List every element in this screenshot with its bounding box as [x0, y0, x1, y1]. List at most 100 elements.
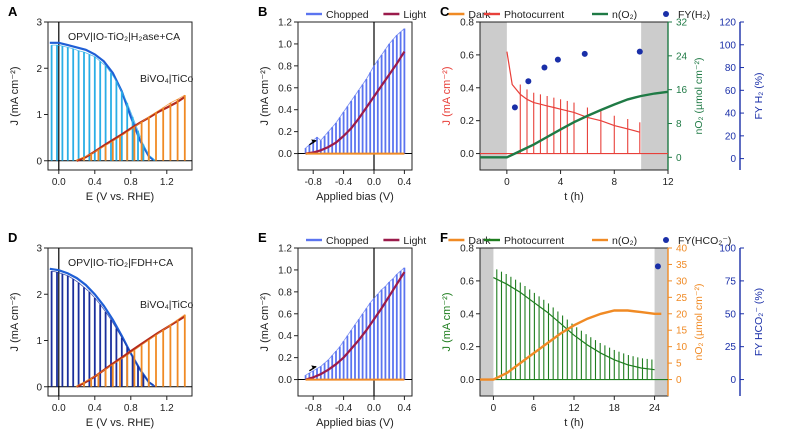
y-tick-label: 0.0	[460, 149, 474, 160]
x-tick-label: -0.4	[335, 177, 353, 188]
y-tick-label: 0	[36, 382, 42, 393]
x-tick-label: 0	[491, 403, 497, 414]
legend-label: Light	[403, 9, 426, 21]
y-axis-label: J (mA cm⁻²)	[259, 293, 271, 352]
legend-label: Light	[403, 235, 426, 247]
series-light	[305, 51, 406, 155]
x-tick-label: 0.0	[367, 403, 381, 414]
x-tick-label: 0	[504, 177, 510, 188]
x-tick-label: 0.0	[52, 177, 66, 188]
fy-point	[541, 64, 548, 71]
panel-label: C	[440, 4, 450, 19]
y-tick-label: 0.6	[460, 276, 474, 287]
series-bivo-tico-light-	[76, 95, 186, 162]
y3-tick-label: 20	[725, 131, 737, 142]
x-tick-label: -0.8	[305, 403, 323, 414]
x-axis-label: Applied bias (V)	[316, 417, 394, 429]
y3-tick-label: 100	[719, 244, 736, 255]
y-tick-label: 0.6	[278, 83, 292, 94]
legend-label: Photocurrent	[504, 235, 564, 247]
y-tick-label: 0.2	[278, 353, 292, 364]
series-photocurrent	[480, 51, 668, 155]
y3-tick-label: 60	[725, 86, 737, 97]
panel-D: 0.0 0.4 0.8 1.2 0 1 2 3 E (V vs. RHE) J (mA cm⁻²)…	[8, 230, 193, 429]
sweep-arrow-head	[311, 365, 317, 370]
y3-axis-label: FY H₂ (%)	[753, 72, 765, 119]
x-axis-label: E (V vs. RHE)	[86, 191, 154, 203]
y2-tick-label: 32	[676, 18, 688, 29]
chopped-envelope	[305, 28, 405, 149]
series-bivo-tico-chopped-	[75, 94, 186, 161]
x-axis-label: t (h)	[564, 191, 584, 203]
fy-point	[654, 263, 661, 270]
y2-tick-label: 0	[676, 153, 682, 164]
y-tick-label: 0	[36, 156, 42, 167]
y3-tick-label: 100	[719, 40, 736, 51]
y-tick-label: 0.2	[278, 127, 292, 138]
plot-frame	[297, 21, 413, 171]
photocurrent-envelope	[506, 51, 640, 133]
y-tick-label: 3	[36, 18, 42, 29]
panel-F: 0 6 12 18 24 0.0 0.2 0.4 0.6 0.8 t (h) J (mA cm⁻²) F…	[440, 230, 765, 429]
y3-tick-label: 0	[730, 375, 736, 386]
y-tick-label: 0.0	[460, 375, 474, 386]
y-tick-label: 0.4	[278, 105, 292, 116]
plot-frame	[47, 247, 193, 397]
y2-tick-label: 30	[676, 276, 688, 287]
y3-tick-label: 25	[725, 342, 737, 353]
light-curve	[76, 315, 186, 388]
x-tick-label: 8	[612, 177, 618, 188]
y2-tick-label: 35	[676, 260, 688, 271]
y-tick-label: 0.4	[460, 309, 474, 320]
x-tick-label: 1.2	[160, 177, 174, 188]
series-chopped	[304, 267, 406, 380]
y2-axis-label: nO₂ (µmol cm⁻²)	[693, 284, 705, 361]
y3-tick-label: 80	[725, 63, 737, 74]
light-curve	[49, 41, 154, 161]
y-tick-label: 2	[36, 290, 42, 301]
legend-label: Dark	[468, 235, 491, 247]
light-curve	[76, 95, 186, 162]
photocurrent-envelope	[493, 277, 655, 371]
y2-tick-label: 5	[676, 359, 682, 370]
legend-label: FY(H₂)	[678, 9, 710, 21]
y-tick-label: 0.6	[278, 309, 292, 320]
y-tick-label: 0.8	[460, 18, 474, 29]
y-tick-label: 0.8	[460, 244, 474, 255]
dark-interval	[480, 248, 494, 396]
fy-point	[636, 48, 643, 55]
y3-tick-label: 0	[730, 154, 736, 165]
y2-tick-label: 20	[676, 309, 688, 320]
x-tick-label: 0.0	[52, 403, 66, 414]
y-tick-label: 0.2	[460, 342, 474, 353]
x-axis-label: Applied bias (V)	[316, 191, 394, 203]
series-fy	[511, 48, 643, 111]
x-tick-label: 1.2	[160, 403, 174, 414]
panel-A: 0.0 0.4 0.8 1.2 0 1 2 3 E (V vs. RHE) J (mA cm⁻²)…	[8, 4, 193, 203]
annotation-anode: BiVO₄|TiCo	[140, 299, 193, 311]
annotation-anode: BiVO₄|TiCo	[140, 73, 193, 85]
y-axis-label: J (mA cm⁻²)	[9, 67, 21, 126]
y2-tick-label: 40	[676, 244, 688, 255]
series-chopped	[304, 28, 406, 154]
x-tick-label: 0.4	[397, 403, 411, 414]
y-tick-label: 0.4	[278, 331, 292, 342]
panel-C: 0 4 8 12 0.0 0.2 0.4 0.6 0.8 t (h) J (mA cm⁻²) C 0 8 1…	[440, 4, 765, 203]
y2-tick-label: 10	[676, 342, 688, 353]
series-no2	[480, 90, 669, 159]
fy-point	[581, 50, 588, 57]
panel-label: D	[8, 230, 17, 245]
x-tick-label: -0.4	[335, 403, 353, 414]
x-tick-label: -0.8	[305, 177, 323, 188]
x-axis-label: t (h)	[564, 417, 584, 429]
legend-label: n(O₂)	[612, 235, 637, 247]
chopped-envelope	[305, 267, 405, 376]
y-tick-label: 0.2	[460, 116, 474, 127]
y-axis-label: J (mA cm⁻²)	[259, 67, 271, 126]
sweep-arrow-head	[311, 139, 317, 144]
y3-tick-label: 75	[725, 276, 737, 287]
x-tick-label: 0.4	[88, 177, 102, 188]
y-tick-label: 1.0	[278, 265, 292, 276]
y-tick-label: 0.6	[460, 50, 474, 61]
